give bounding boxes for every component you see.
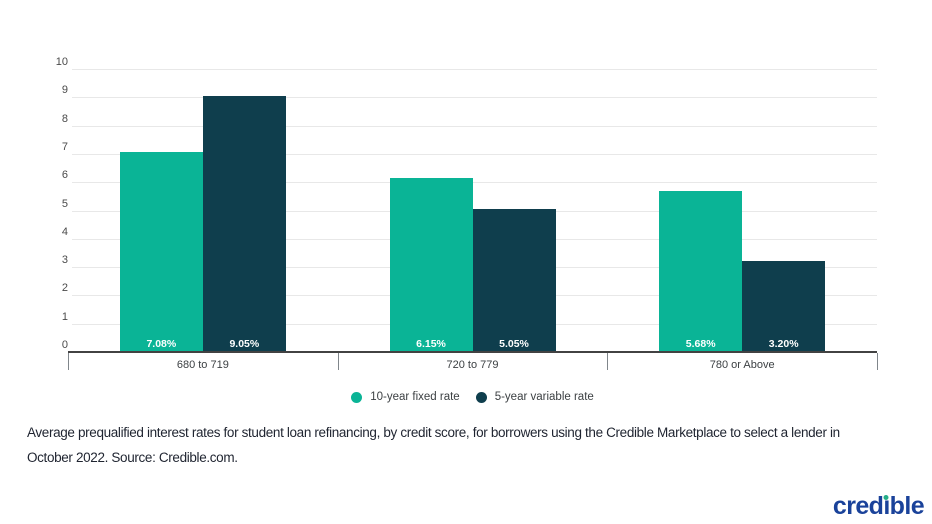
caption-line-1: Average prequalified interest rates for … [27, 425, 840, 440]
logo-i-dot [883, 495, 889, 500]
x-axis-tick [68, 353, 69, 370]
gridline [72, 182, 877, 184]
y-axis-tick-label: 5 [61, 197, 68, 210]
bar-value-label: 6.15% [416, 338, 446, 350]
chart-caption: Average prequalified interest rates for … [27, 420, 927, 470]
y-axis-tick-label: 4 [61, 225, 68, 238]
credible-logo: credı ble [832, 492, 925, 520]
bar-5-year-variable-rate [472, 209, 556, 352]
x-axis-line [68, 351, 877, 353]
bar-value-label: 3.20% [768, 338, 799, 350]
bar-chart: 0 1 2 3 4 5 6 7 8 9 10 7.08% 9.05% 680 to 719 6.15% 5.0… [55, 56, 878, 371]
bar-value-label: 5.68% [685, 338, 716, 350]
bar-value-label: 5.05% [499, 338, 529, 350]
gridline [72, 153, 877, 155]
category-label: 720 to 779 [446, 359, 499, 371]
y-axis-tick-label: 0 [61, 339, 68, 351]
bar-10-year-fixed-rate [659, 191, 743, 352]
y-axis-tick-label: 3 [61, 254, 68, 267]
y-axis-tick-label: 10 [55, 56, 68, 68]
gridline [72, 69, 877, 70]
gridline [72, 97, 877, 99]
bar-5-year-variable-rate [202, 95, 286, 352]
y-axis-tick-label: 9 [61, 84, 68, 97]
logo-letter-i: ı [883, 492, 890, 520]
bar-5-year-variable-rate [742, 261, 826, 352]
category-label: 780 or Above [709, 359, 775, 371]
legend-label: 5-year variable rate [494, 391, 594, 403]
legend-color-dot [351, 391, 363, 403]
x-axis-tick [607, 353, 609, 370]
y-axis-tick-label: 7 [61, 140, 68, 153]
bar-10-year-fixed-rate [119, 151, 203, 352]
x-axis-tick [337, 353, 339, 370]
bar-value-label: 9.05% [229, 338, 260, 350]
caption-line-2: October 2022. Source: Credible.com. [27, 450, 238, 465]
y-axis-tick-label: 8 [61, 112, 68, 125]
legend-item: 5-year variable rate [475, 391, 594, 403]
category-label: 680 to 719 [176, 359, 229, 371]
y-axis-tick-label: 6 [61, 169, 68, 182]
legend-color-dot [475, 391, 487, 403]
x-axis-tick [877, 353, 878, 370]
gridline [72, 125, 877, 127]
y-axis-tick-label: 1 [61, 310, 68, 323]
y-axis-tick-label: 2 [61, 282, 68, 295]
bar-value-label: 7.08% [146, 338, 177, 350]
legend-item: 10-year fixed rate [351, 391, 460, 403]
chart-legend: 10-year fixed rate 5-year variable rate [68, 391, 877, 403]
bar-10-year-fixed-rate [389, 177, 473, 352]
legend-label: 10-year fixed rate [370, 391, 460, 403]
